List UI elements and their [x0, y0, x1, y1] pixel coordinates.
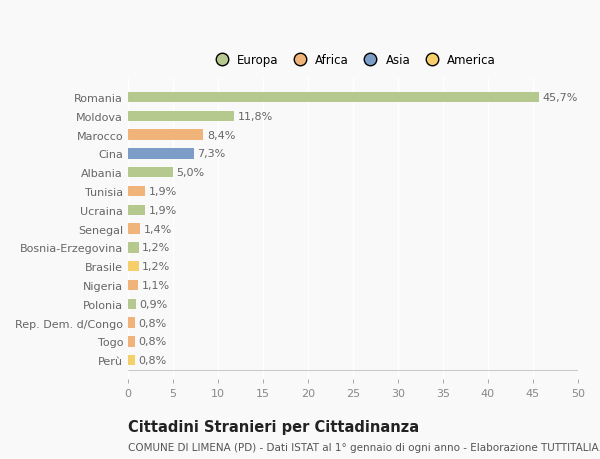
Text: 7,3%: 7,3%: [197, 149, 226, 159]
Text: 11,8%: 11,8%: [238, 112, 273, 122]
Bar: [128, 186, 145, 197]
Bar: [128, 149, 194, 159]
Bar: [128, 224, 140, 234]
Text: 1,2%: 1,2%: [142, 243, 170, 253]
Text: Cittadini Stranieri per Cittadinanza: Cittadini Stranieri per Cittadinanza: [128, 420, 419, 435]
Text: 0,8%: 0,8%: [139, 336, 167, 347]
Bar: [128, 280, 138, 291]
Bar: [128, 112, 234, 122]
Legend: Europa, Africa, Asia, America: Europa, Africa, Asia, America: [205, 49, 500, 71]
Text: 5,0%: 5,0%: [176, 168, 205, 178]
Bar: [128, 299, 136, 309]
Text: 0,9%: 0,9%: [140, 299, 168, 309]
Text: 1,4%: 1,4%: [144, 224, 172, 234]
Text: COMUNE DI LIMENA (PD) - Dati ISTAT al 1° gennaio di ogni anno - Elaborazione TUT: COMUNE DI LIMENA (PD) - Dati ISTAT al 1°…: [128, 442, 600, 452]
Text: 1,9%: 1,9%: [149, 205, 177, 215]
Bar: [128, 93, 539, 103]
Text: 1,9%: 1,9%: [149, 187, 177, 196]
Bar: [128, 336, 135, 347]
Text: 0,8%: 0,8%: [139, 318, 167, 328]
Text: 45,7%: 45,7%: [543, 93, 578, 103]
Text: 1,1%: 1,1%: [142, 280, 169, 291]
Bar: [128, 318, 135, 328]
Text: 0,8%: 0,8%: [139, 355, 167, 365]
Bar: [128, 130, 203, 140]
Bar: [128, 168, 173, 178]
Bar: [128, 205, 145, 215]
Bar: [128, 355, 135, 365]
Text: 8,4%: 8,4%: [207, 130, 235, 140]
Bar: [128, 262, 139, 272]
Text: 1,2%: 1,2%: [142, 262, 170, 272]
Bar: [128, 243, 139, 253]
